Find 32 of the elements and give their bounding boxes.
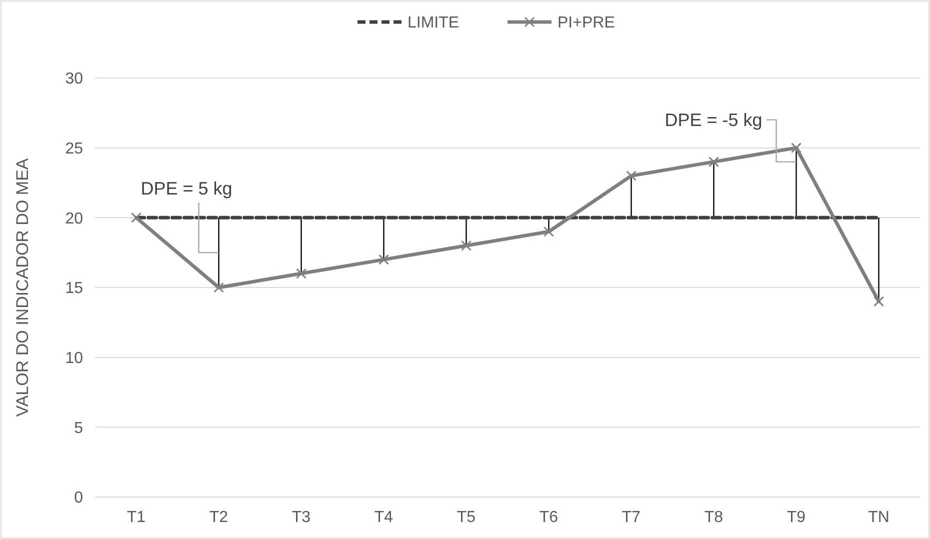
point	[378, 254, 389, 265]
point	[708, 156, 719, 168]
y-axis-title: VALOR DO INDICADOR DO MEA	[13, 158, 32, 417]
y-tick-label: 20	[65, 210, 84, 228]
y-tick-label: 15	[65, 280, 84, 298]
point	[791, 142, 802, 154]
x-tick-label: T5	[456, 509, 476, 526]
y-tick-label: 5	[74, 420, 84, 437]
x-tick-label: T4	[374, 509, 394, 526]
legend-label: PI+PRE	[558, 14, 615, 32]
x-tick-label: T3	[292, 509, 311, 526]
point	[461, 240, 472, 251]
x-tick-label: T1	[126, 509, 146, 526]
x-tick-label: TN	[868, 509, 890, 526]
point	[214, 282, 224, 293]
y-tick-label: 25	[65, 140, 84, 158]
x-tick-label: T2	[209, 509, 228, 526]
annotation: DPE = 5 kg	[140, 178, 232, 199]
point	[296, 268, 306, 279]
point	[874, 296, 884, 307]
annotation: DPE = -5 kg	[664, 110, 762, 130]
y-tick-label: 0	[74, 490, 84, 507]
x-tick-label: T8	[704, 509, 724, 526]
x-tick-label: T7	[622, 509, 641, 526]
y-tick-label: 10	[65, 350, 84, 367]
y-tick-label: 30	[65, 70, 84, 88]
legend-label: LIMITE	[408, 14, 460, 32]
x-tick-label: T6	[539, 509, 558, 526]
x-tick-label: T9	[786, 509, 806, 526]
point	[626, 170, 636, 182]
point	[131, 212, 142, 223]
point	[544, 226, 554, 237]
